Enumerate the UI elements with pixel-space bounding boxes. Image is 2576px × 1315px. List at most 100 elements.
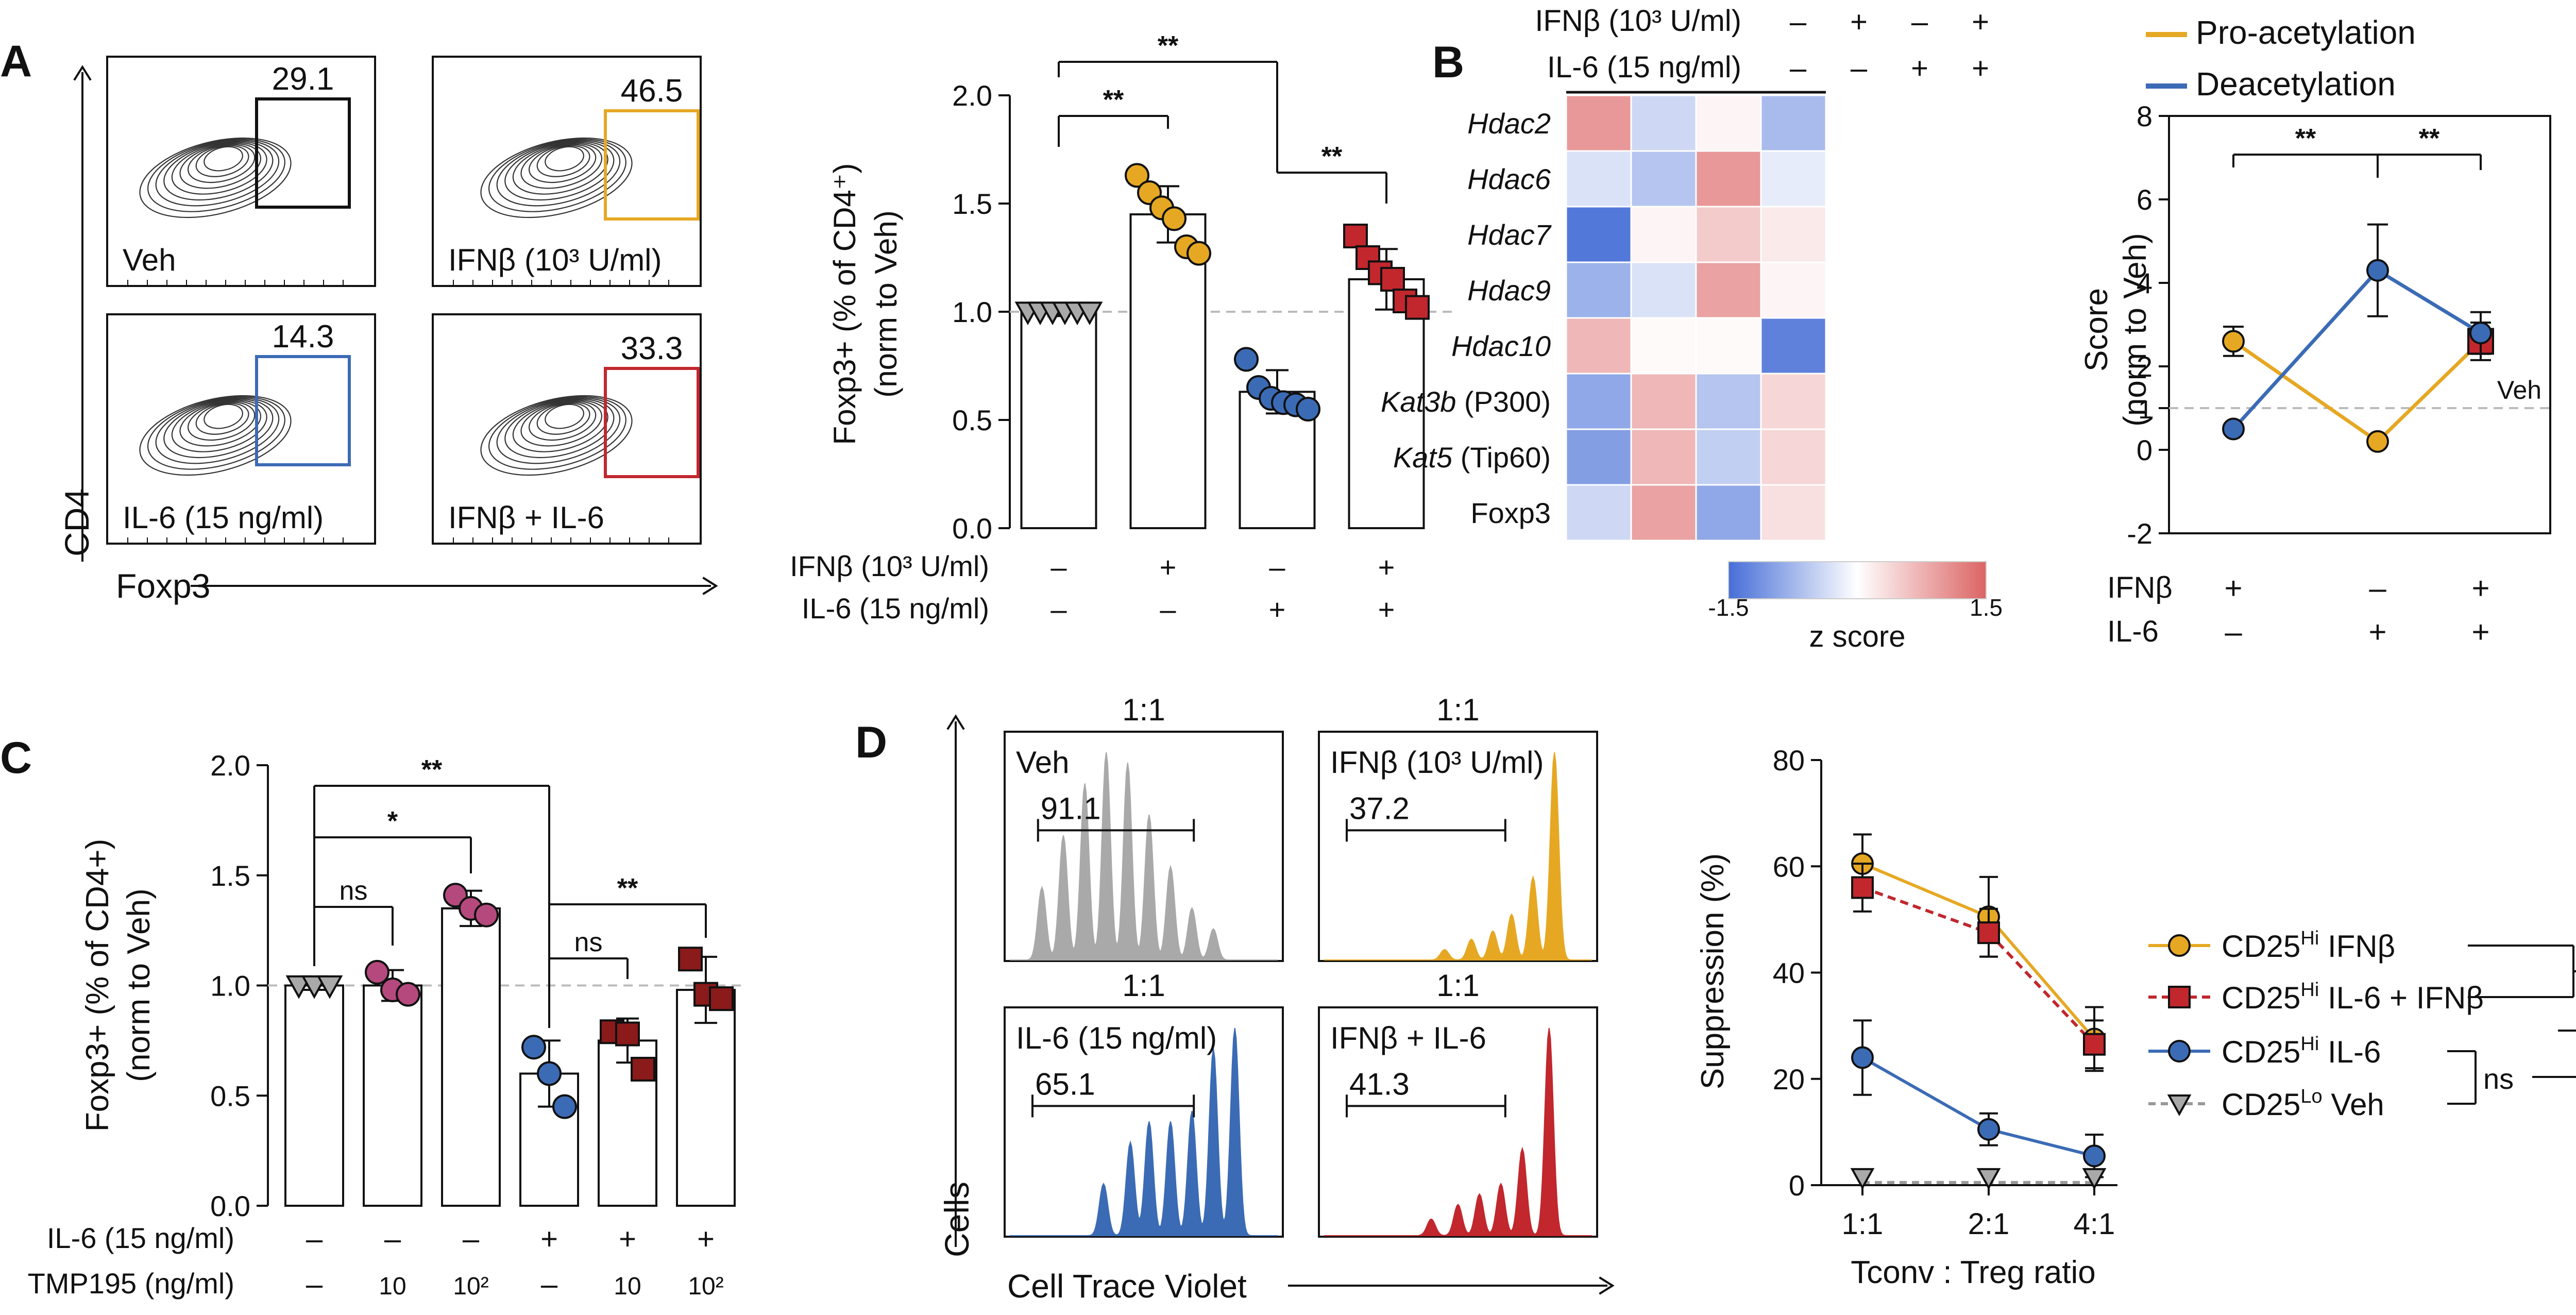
legend-text: CD25 xyxy=(2222,1087,2300,1122)
sig-c-2-label: * xyxy=(387,806,398,836)
legend-label: CD25Hi IL-6 xyxy=(2222,1033,2381,1069)
gene-alias: (Tip60) xyxy=(1452,441,1551,474)
sig-veh-ifnb-label: ** xyxy=(1103,85,1124,115)
c-treat-sign: – xyxy=(541,1268,558,1301)
gate-percentage: 65.1 xyxy=(1035,1067,1095,1101)
y-axis-label-norm: (norm to Veh) xyxy=(2117,233,2153,427)
a-treat-sign: + xyxy=(1160,551,1177,583)
histogram-fill xyxy=(1010,1027,1278,1236)
legend-text: CD25 xyxy=(2222,981,2300,1015)
data-point xyxy=(365,959,389,985)
contour-line xyxy=(496,140,621,207)
contour-line xyxy=(512,399,608,452)
data-point xyxy=(709,986,734,1011)
contour-line xyxy=(536,145,590,177)
foxp3-arrow-head xyxy=(702,577,718,595)
gate-percentage: 41.3 xyxy=(1349,1067,1410,1101)
gate-percentage: 29.1 xyxy=(272,61,334,97)
data-point xyxy=(678,947,703,972)
data-point xyxy=(1977,921,2000,945)
legend-superscript: Hi xyxy=(2300,1033,2319,1055)
legend-swatch-marker xyxy=(2167,1094,2192,1117)
x-axis-label-foxp3: Foxp3 xyxy=(116,567,210,605)
flow-plot-frame xyxy=(432,56,702,287)
gate-percentage: 33.3 xyxy=(621,331,683,366)
panel-letter-d: D xyxy=(855,718,887,767)
gate-percentage: 37.2 xyxy=(1349,791,1410,825)
heatmap-cell xyxy=(1760,94,1827,152)
heatmap-cell xyxy=(1695,206,1762,263)
heatmap-cell xyxy=(1565,261,1632,319)
heatmap-row-label: Hdac2 xyxy=(1467,107,1551,140)
panel-letter-a: A xyxy=(0,37,32,86)
legend-text: Veh xyxy=(2323,1087,2384,1122)
histogram-label: Veh xyxy=(1016,745,1069,780)
contour-line xyxy=(155,140,280,207)
legend-label: CD25Hi IL-6 + IFNβ xyxy=(2222,979,2484,1015)
gene-name: Hdac7 xyxy=(1467,218,1552,251)
legend-swatch-marker xyxy=(2168,986,2191,1008)
heatmap-cell xyxy=(1565,317,1632,375)
heatmap-row-label: Hdac9 xyxy=(1467,274,1551,307)
contour-line xyxy=(195,145,249,177)
data-point xyxy=(396,982,420,1007)
sig-veh-il6-label: ** xyxy=(1158,31,1179,61)
heatmap-cell xyxy=(1760,428,1827,486)
c-treat-sign: – xyxy=(306,1268,323,1301)
score-treat-sign: – xyxy=(2369,571,2386,605)
data-point xyxy=(2366,259,2389,282)
gate-box xyxy=(604,109,700,221)
bar xyxy=(441,907,501,1207)
heatmap-cell xyxy=(1630,150,1697,208)
contour-line xyxy=(536,402,590,435)
heatmap-cell xyxy=(1695,150,1762,208)
score-treat-sign: + xyxy=(2471,615,2489,649)
bar xyxy=(284,984,344,1207)
y-tick-label: 4 xyxy=(2137,267,2153,299)
gene-alias: Foxp3 xyxy=(1470,497,1551,529)
data-point xyxy=(1234,347,1259,372)
heatmap-row-label: Foxp3 xyxy=(1470,497,1551,529)
data-point xyxy=(285,975,312,999)
data-point xyxy=(1162,206,1187,231)
data-point xyxy=(316,975,343,999)
contour-line xyxy=(147,396,285,470)
plot-label: Veh xyxy=(123,243,176,277)
data-point xyxy=(1976,1168,2001,1190)
b-treat-sign: – xyxy=(1790,52,1807,85)
y-tick-label: 8 xyxy=(2137,100,2153,132)
flow-plot-frame xyxy=(106,313,376,545)
sig-c-5-label: ** xyxy=(617,873,638,903)
data-point xyxy=(521,1035,546,1060)
histogram-ratio: 1:1 xyxy=(1122,968,1165,1003)
heatmap-cell xyxy=(1760,206,1827,263)
score-plot-frame xyxy=(2168,115,2551,534)
data-point xyxy=(1850,1168,1875,1190)
b-treat-sign: + xyxy=(1850,5,1868,39)
gene-name: Hdac10 xyxy=(1451,330,1551,362)
y-axis-label-cells: Cells xyxy=(938,1182,976,1257)
contour-line xyxy=(520,143,603,189)
panel-d: D 1:1 Veh 91.1 1:1 IFNβ (10³ U/ml) 37.2 1:1 IL-6… xyxy=(855,693,2576,1305)
x-tick-label: 4:1 xyxy=(2074,1207,2115,1241)
y-tick-label: 1.5 xyxy=(210,859,250,892)
y-tick-label: 60 xyxy=(1773,850,1805,883)
b-treat-label: IL-6 (15 ng/ml) xyxy=(1547,50,1741,84)
legend-label: CD25Lo Veh xyxy=(2222,1086,2384,1122)
data-point xyxy=(537,1061,562,1086)
contour-line xyxy=(147,139,285,212)
legend-bracket-2-label: ns xyxy=(2483,1063,2514,1095)
gene-name: Kat5 xyxy=(1393,441,1453,474)
data-point xyxy=(1977,1118,2000,1141)
heatmap-cell xyxy=(1630,94,1697,152)
heatmap-cell xyxy=(1565,150,1632,208)
gate-percentage: 91.1 xyxy=(1041,791,1101,825)
contour-line xyxy=(139,395,292,476)
series-line xyxy=(1861,862,2096,1040)
y-tick-label: 1.5 xyxy=(952,188,992,220)
y-axis-label: Foxp3+ (% of CD4⁺) xyxy=(827,163,862,445)
plot-label: IL-6 (15 ng/ml) xyxy=(123,500,324,535)
legend-superscript: Lo xyxy=(2300,1086,2322,1107)
legend-text: CD25 xyxy=(2222,929,2300,964)
colorbar xyxy=(1728,561,1987,599)
